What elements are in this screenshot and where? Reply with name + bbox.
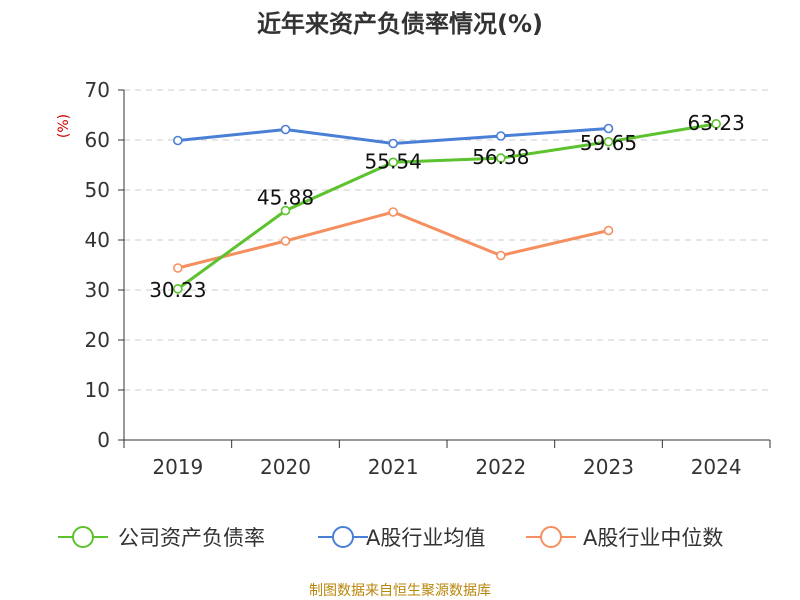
legend-marker (332, 526, 354, 548)
legend: 公司资产负债率 A股行业均值 A股行业中位数 (58, 526, 723, 550)
data-label: 63.23 (688, 111, 745, 135)
y-tick-label: 10 (85, 378, 110, 402)
x-tick-label: 2021 (368, 455, 419, 479)
series-line-0 (176, 122, 717, 291)
data-point (280, 124, 291, 135)
source-note: 制图数据来自恒生聚源数据库 (309, 583, 491, 599)
data-label-layer: 30.23 45.88 55.54 56.38 59.65 63.23 (149, 111, 745, 302)
data-label: 45.88 (257, 186, 314, 210)
data-point (603, 136, 614, 147)
legend-marker (540, 526, 562, 548)
legend-label: A股行业均值 (366, 526, 485, 550)
data-point (280, 205, 291, 216)
x-tick-label: 2023 (583, 455, 634, 479)
data-point (496, 153, 506, 163)
chart-title: 近年来资产负债率情况(%) (257, 10, 543, 38)
y-tick-label: 60 (85, 128, 110, 152)
data-point (603, 123, 614, 134)
data-point (173, 135, 183, 146)
x-tick-label: 2024 (691, 455, 742, 479)
legend-label: 公司资产负债率 (118, 526, 265, 550)
data-label: 30.23 (149, 278, 206, 302)
legend-item: 公司资产负债率 (58, 526, 265, 550)
series-layer (173, 119, 721, 294)
data-point (496, 250, 506, 261)
data-point (496, 131, 506, 141)
y-axis-unit-label: (%) (56, 114, 72, 138)
x-tick-label: 2019 (152, 455, 203, 479)
y-tick-label: 0 (97, 428, 110, 452)
data-label: 55.54 (365, 149, 422, 173)
data-point (173, 263, 183, 273)
y-tick-label: 30 (85, 278, 110, 302)
legend-item: A股行业均值 (318, 526, 485, 550)
data-point (388, 157, 398, 168)
y-tick-label: 20 (85, 328, 110, 352)
legend-marker (72, 526, 94, 548)
x-tick-label: 2022 (475, 455, 526, 479)
y-tick-label: 70 (85, 78, 110, 102)
data-point (603, 225, 614, 236)
axis-layer: 0 10 20 30 40 50 60 70 2019 2020 2021 2022 2023 2024 (85, 78, 771, 479)
data-point (388, 138, 398, 149)
data-point (388, 207, 398, 217)
x-tick-label: 2020 (260, 455, 311, 479)
data-label: 56.38 (472, 145, 529, 169)
data-point (280, 236, 291, 246)
y-tick-label: 50 (85, 178, 110, 202)
data-point (711, 119, 721, 129)
data-label: 59.65 (580, 131, 637, 155)
legend-label: A股行业中位数 (583, 526, 723, 550)
data-point (173, 284, 183, 294)
legend-item: A股行业中位数 (526, 526, 723, 550)
y-tick-label: 40 (85, 228, 110, 252)
